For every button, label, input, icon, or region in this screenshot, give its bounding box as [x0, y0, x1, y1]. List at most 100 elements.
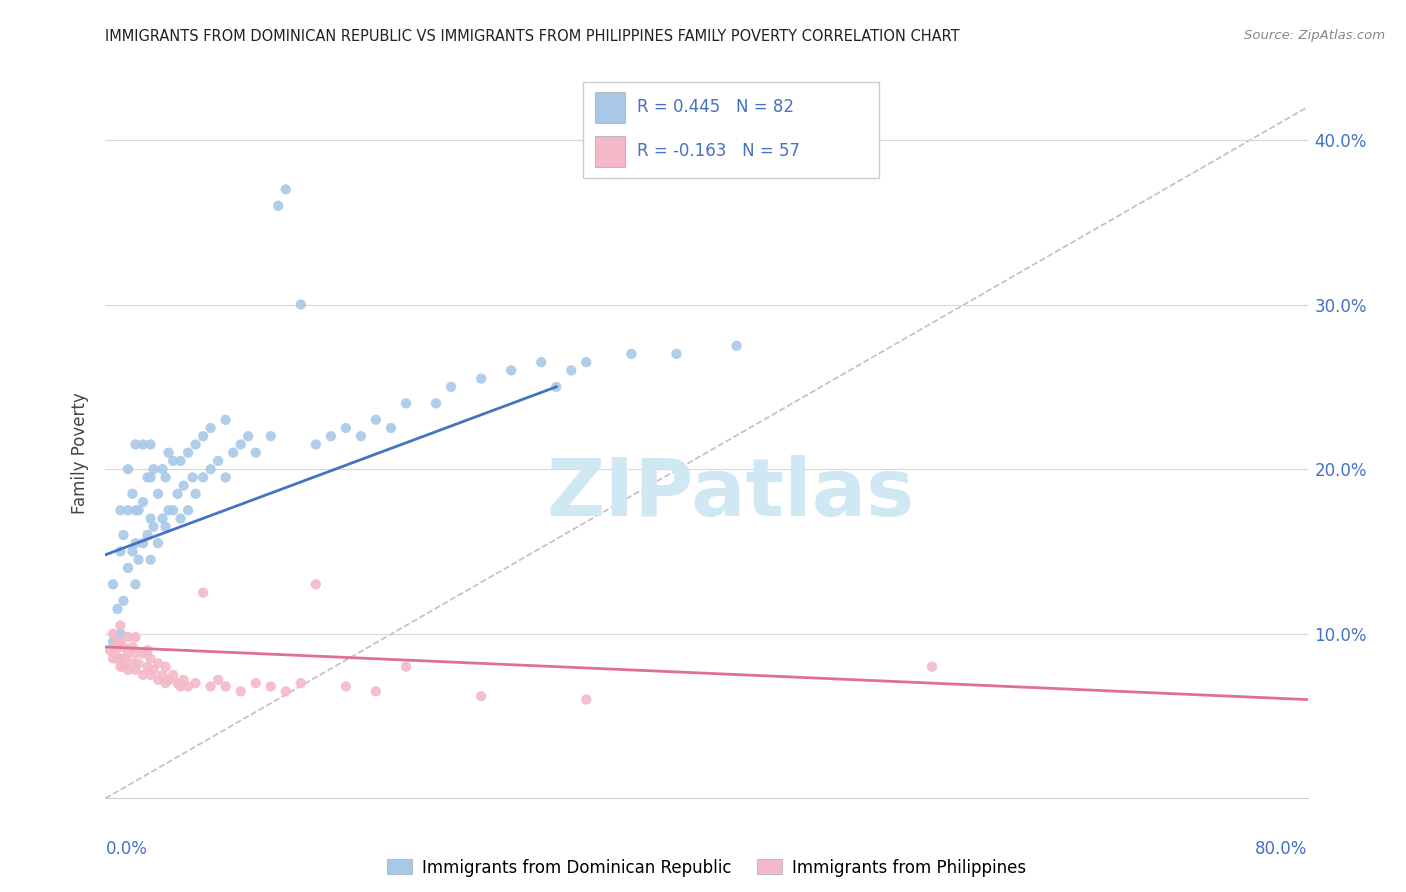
Point	[124, 630, 146, 644]
Point	[214, 470, 236, 484]
Point	[207, 454, 229, 468]
Point	[128, 503, 150, 517]
Point	[132, 668, 155, 682]
Point	[169, 454, 191, 468]
Point	[335, 680, 357, 694]
Point	[136, 470, 159, 484]
Point	[177, 445, 200, 460]
Point	[260, 429, 283, 443]
Text: ZIPatlas: ZIPatlas	[547, 455, 915, 533]
Point	[162, 454, 184, 468]
Point	[110, 659, 132, 673]
Bar	[595, 92, 624, 122]
Point	[110, 503, 132, 517]
Text: R = 0.445   N = 82: R = 0.445 N = 82	[637, 98, 793, 116]
Point	[139, 511, 162, 525]
Point	[200, 680, 222, 694]
Point	[124, 503, 146, 517]
Point	[921, 659, 943, 673]
Point	[238, 429, 260, 443]
Point	[114, 651, 136, 665]
Point	[184, 676, 207, 690]
Point	[132, 647, 155, 661]
Point	[104, 643, 127, 657]
Point	[107, 651, 129, 665]
Point	[136, 528, 159, 542]
Point	[274, 182, 297, 196]
Point	[112, 594, 135, 608]
Point	[155, 470, 177, 484]
Point	[425, 396, 447, 410]
Point	[575, 692, 598, 706]
Point	[101, 577, 124, 591]
Point	[121, 657, 143, 671]
Point	[146, 657, 169, 671]
Point	[440, 380, 463, 394]
Point	[139, 470, 162, 484]
Point	[665, 347, 688, 361]
Point	[162, 668, 184, 682]
Point	[124, 577, 146, 591]
Point	[139, 668, 162, 682]
Point	[146, 536, 169, 550]
Point	[117, 462, 139, 476]
Point	[157, 503, 180, 517]
Point	[155, 676, 177, 690]
Point	[173, 478, 195, 492]
Point	[530, 355, 553, 369]
Point	[142, 520, 165, 534]
Point	[110, 651, 132, 665]
Point	[395, 396, 418, 410]
Point	[157, 445, 180, 460]
Text: R = -0.163   N = 57: R = -0.163 N = 57	[637, 143, 800, 161]
Point	[245, 445, 267, 460]
Point	[128, 552, 150, 566]
Point	[260, 680, 283, 694]
Point	[335, 421, 357, 435]
Text: Source: ZipAtlas.com: Source: ZipAtlas.com	[1244, 29, 1385, 42]
Point	[305, 437, 328, 451]
Point	[560, 363, 582, 377]
Point	[177, 680, 200, 694]
Point	[222, 445, 245, 460]
Point	[101, 635, 124, 649]
Point	[207, 673, 229, 687]
Y-axis label: Family Poverty: Family Poverty	[72, 392, 90, 514]
Point	[380, 421, 402, 435]
Point	[725, 339, 748, 353]
Point	[191, 585, 214, 599]
Point	[169, 680, 191, 694]
Point	[110, 618, 132, 632]
Point	[152, 462, 174, 476]
Point	[364, 684, 387, 698]
Point	[152, 668, 174, 682]
Point	[110, 635, 132, 649]
Point	[200, 421, 222, 435]
Point	[214, 680, 236, 694]
Point	[290, 297, 312, 311]
FancyBboxPatch shape	[583, 82, 879, 178]
Point	[142, 663, 165, 677]
Point	[124, 437, 146, 451]
Point	[620, 347, 643, 361]
Point	[162, 503, 184, 517]
Point	[177, 503, 200, 517]
Point	[364, 413, 387, 427]
Point	[191, 470, 214, 484]
Point	[132, 536, 155, 550]
Text: IMMIGRANTS FROM DOMINICAN REPUBLIC VS IMMIGRANTS FROM PHILIPPINES FAMILY POVERTY: IMMIGRANTS FROM DOMINICAN REPUBLIC VS IM…	[105, 29, 960, 44]
Point	[181, 470, 204, 484]
Point	[112, 659, 135, 673]
Point	[139, 437, 162, 451]
Point	[110, 626, 132, 640]
Text: 0.0%: 0.0%	[105, 840, 148, 858]
Point	[121, 544, 143, 558]
Point	[98, 643, 121, 657]
Point	[124, 663, 146, 677]
Point	[274, 684, 297, 698]
Point	[117, 503, 139, 517]
Point	[107, 602, 129, 616]
Point	[229, 684, 252, 698]
Text: 80.0%: 80.0%	[1256, 840, 1308, 858]
Point	[117, 647, 139, 661]
